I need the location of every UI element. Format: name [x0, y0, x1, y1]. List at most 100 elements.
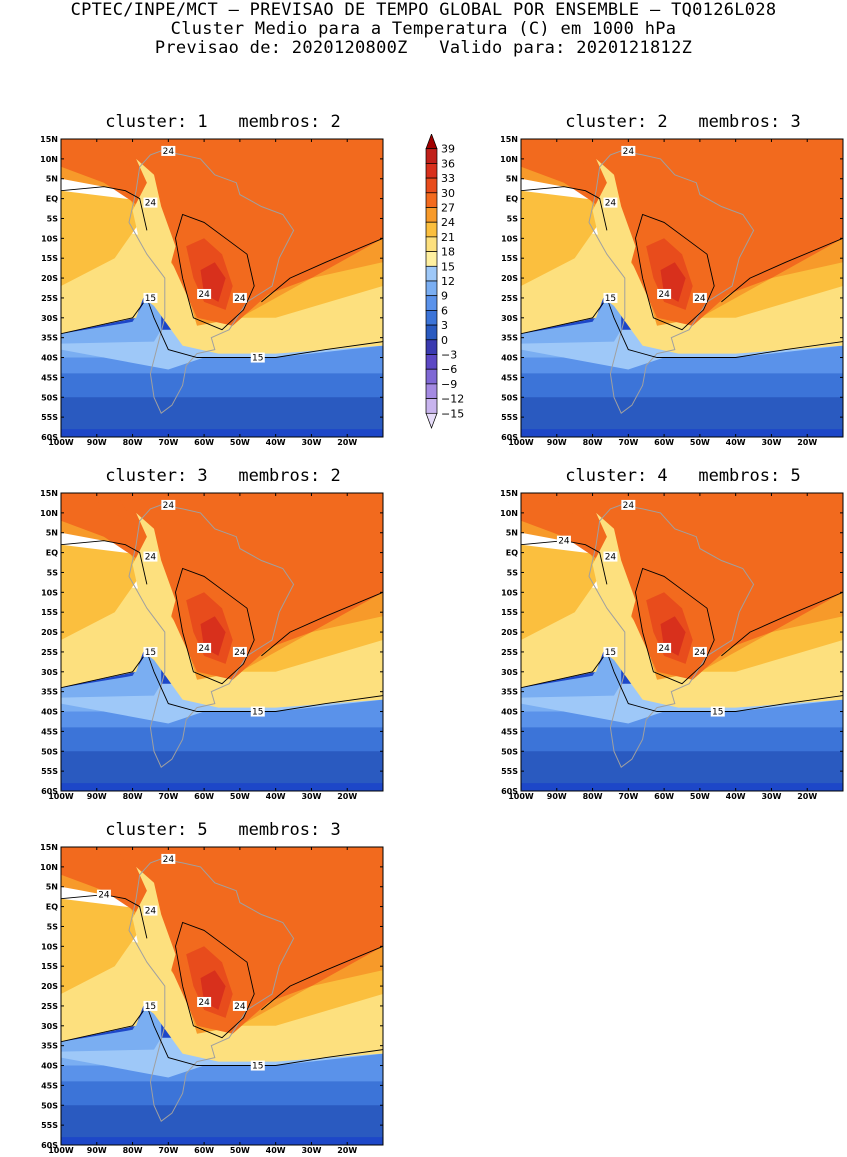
contour-label-24: 24	[198, 998, 210, 1008]
lat-label: 60S	[41, 1141, 58, 1150]
map-border	[520, 138, 844, 438]
lon-label: 70W	[158, 1146, 178, 1155]
lat-label: 5S	[507, 568, 519, 577]
contour-label-24: 24	[198, 290, 210, 300]
colorbar-label: 33	[441, 172, 455, 185]
lat-label: 10N	[500, 155, 518, 164]
contour-label-15: 15	[712, 708, 723, 718]
coastline	[588, 504, 755, 768]
lon-label: 80W	[583, 438, 603, 447]
lon-label: 100W	[48, 1146, 74, 1155]
lat-label: 5S	[47, 214, 59, 223]
contour-24	[175, 567, 255, 685]
contour-label-15: 15	[605, 648, 616, 658]
lat-label: 20S	[41, 628, 58, 637]
colorbar-label: 27	[441, 202, 455, 215]
coastline	[128, 504, 295, 768]
contour-label-bg	[621, 499, 636, 510]
contour-15	[521, 650, 843, 712]
lon-label: 50W	[230, 792, 250, 801]
map-border	[60, 846, 384, 1146]
contour-24	[61, 894, 148, 939]
colorbar-swatch	[425, 207, 438, 223]
lat-label: 15S	[41, 962, 58, 971]
contour-label-bg	[232, 292, 247, 303]
lon-label: 50W	[230, 438, 250, 447]
contour-24	[261, 945, 383, 1011]
contour-24	[521, 186, 608, 231]
colorbar-label: 12	[441, 275, 455, 288]
lat-label: 15S	[501, 254, 518, 263]
lat-label: 10N	[40, 155, 58, 164]
lat-label: 55S	[501, 413, 518, 422]
contour-label-15: 15	[252, 708, 263, 718]
contour-label-bg	[692, 292, 707, 303]
lon-label: 100W	[508, 792, 534, 801]
lat-label: 25S	[41, 648, 58, 657]
contour-label-bg	[710, 706, 725, 717]
lon-label: 30W	[761, 438, 781, 447]
lat-label: 55S	[41, 1121, 58, 1130]
colorbar-swatch	[425, 280, 438, 297]
colorbar-swatch	[425, 148, 438, 164]
contour-label-bg	[556, 535, 571, 546]
temperature-band	[61, 139, 383, 326]
contour-24	[261, 237, 383, 303]
colorbar-swatch	[425, 221, 438, 238]
lon-label: 80W	[123, 792, 143, 801]
contour-15	[61, 650, 383, 712]
contour-label-bg	[657, 288, 672, 299]
lat-label: 15S	[501, 608, 518, 617]
contour-label-bg	[161, 145, 176, 156]
lon-label: 80W	[123, 438, 143, 447]
contour-label-bg	[603, 551, 618, 562]
lat-label: 35S	[501, 688, 518, 697]
contour-label-15: 15	[145, 1002, 156, 1012]
contour-label-24: 24	[234, 648, 246, 658]
lat-label: 10S	[501, 588, 518, 597]
contour-24	[175, 213, 255, 331]
panel-title-4: cluster: 4 membros: 5	[565, 466, 801, 486]
lat-label: 15N	[40, 843, 58, 852]
lon-label: 90W	[547, 438, 567, 447]
contour-15	[61, 1004, 383, 1066]
lat-label: 45S	[41, 727, 58, 736]
contour-label-15: 15	[605, 294, 616, 304]
lat-label: 30S	[41, 668, 58, 677]
contour-label-bg	[143, 551, 158, 562]
contour-label-bg	[657, 642, 672, 653]
lat-label: 15N	[40, 489, 58, 498]
contour-label-24: 24	[694, 648, 706, 658]
contour-24	[61, 186, 148, 231]
temperature-band	[132, 158, 176, 286]
lon-label: 90W	[87, 792, 107, 801]
lon-label: 30W	[301, 792, 321, 801]
colorbar-label: −6	[441, 363, 457, 376]
lon-label: 50W	[690, 438, 710, 447]
contour-label-24: 24	[694, 294, 706, 304]
contour-24	[521, 540, 608, 585]
header-line-1: CPTEC/INPE/MCT – PREVISAO DE TEMPO GLOBA…	[70, 0, 777, 20]
lat-label: 5N	[506, 175, 518, 184]
coastline	[128, 858, 295, 1122]
lon-label: 20W	[337, 438, 357, 447]
lon-label: 40W	[726, 438, 746, 447]
contour-label-bg	[161, 853, 176, 864]
contour-label-bg	[96, 889, 111, 900]
lat-label: 50S	[41, 393, 58, 402]
contour-label-bg	[161, 499, 176, 510]
lat-label: 55S	[41, 413, 58, 422]
map-frame: 15N 10N 5N EQ 5S 10S 15S 20S 25S 30S 35S 40S 45S 50S 5…	[40, 843, 384, 1155]
lat-label: 40S	[501, 354, 518, 363]
contour-label-bg	[692, 646, 707, 657]
lat-label: 10S	[41, 942, 58, 951]
lat-label: 5N	[46, 529, 58, 538]
lat-label: 5N	[46, 175, 58, 184]
temperature-band	[592, 158, 636, 286]
colorbar: 39 36 33 30 27 24 21 18 15 12 9 6 3 0 −3 −6 −9 −12 −15	[424, 133, 484, 448]
map-frame: 15N 10N 5N EQ 5S 10S 15S 20S 25S 30S 35S 40S 45S 50S 5…	[40, 135, 384, 447]
panel-title-2: cluster: 2 membros: 3	[565, 112, 801, 132]
colorbar-label: 39	[441, 143, 455, 156]
lat-label: 25S	[41, 1002, 58, 1011]
contour-label-bg	[603, 197, 618, 208]
